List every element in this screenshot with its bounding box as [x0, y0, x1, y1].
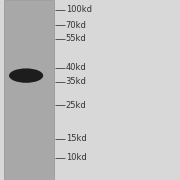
Text: 35kd: 35kd — [66, 77, 87, 86]
Text: 40kd: 40kd — [66, 63, 86, 72]
Text: 70kd: 70kd — [66, 21, 87, 30]
Text: 25kd: 25kd — [66, 101, 86, 110]
Text: 100kd: 100kd — [66, 5, 92, 14]
Text: 55kd: 55kd — [66, 34, 86, 43]
Text: 10kd: 10kd — [66, 153, 86, 162]
Text: 15kd: 15kd — [66, 134, 86, 143]
Bar — [4, 0, 54, 180]
Ellipse shape — [9, 68, 43, 83]
